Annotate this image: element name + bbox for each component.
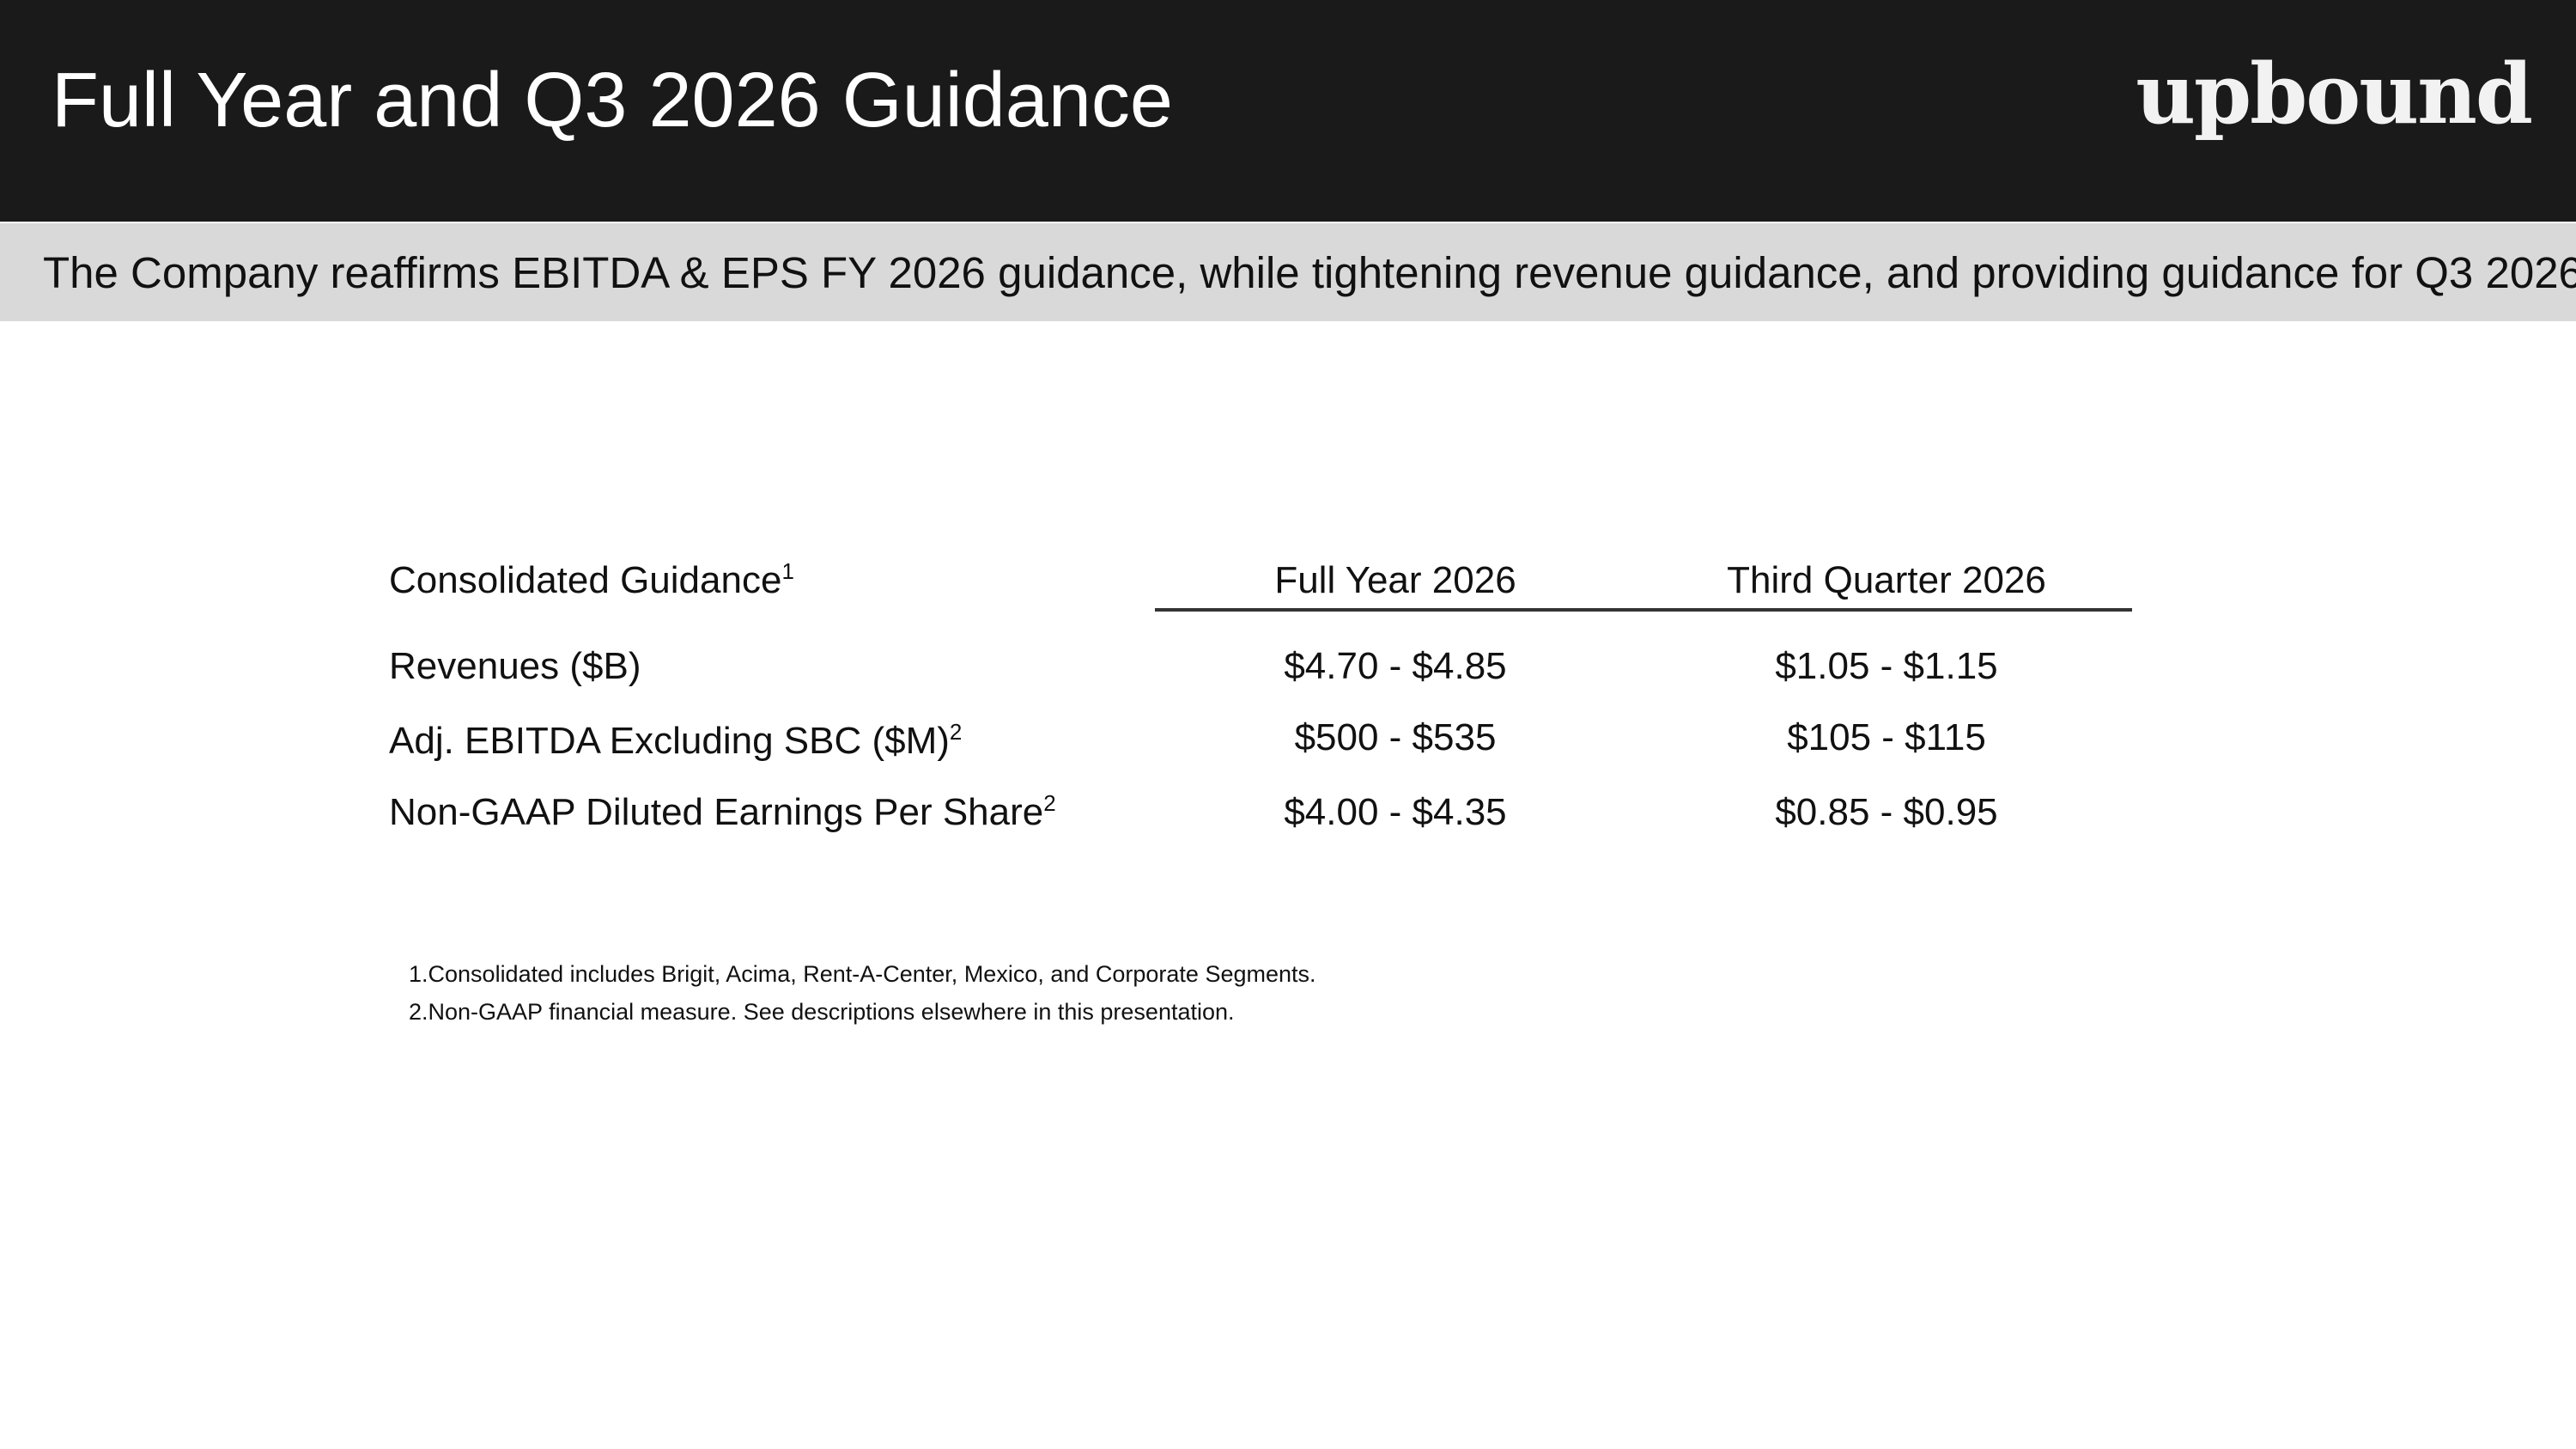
header-bar: Full Year and Q3 2026 Guidance upbound — [0, 0, 2576, 222]
table-label-header-text: Consolidated Guidance — [389, 559, 782, 601]
column-header-third-quarter: Third Quarter 2026 — [1727, 559, 2046, 601]
footnote-marker: 2 — [949, 719, 963, 745]
cell-eps-full-year: $4.00 - $4.35 — [1284, 791, 1507, 833]
cell-eps-q3: $0.85 - $0.95 — [1775, 791, 1998, 833]
table-label-header: Consolidated Guidance1 — [389, 558, 794, 603]
footnote-1: 1.Consolidated includes Brigit, Acima, R… — [409, 961, 1316, 987]
subheader-banner: The Company reaffirms EBITDA & EPS FY 20… — [0, 223, 2576, 321]
page-title: Full Year and Q3 2026 Guidance — [52, 58, 1173, 143]
row-label-eps: Non-GAAP Diluted Earnings Per Share2 — [389, 790, 1056, 835]
upbound-logo: upbound — [2136, 46, 2533, 143]
row-label-text: Adj. EBITDA Excluding SBC ($M) — [389, 720, 950, 762]
footnotes: 1.Consolidated includes Brigit, Acima, R… — [409, 955, 1316, 1031]
row-label-revenues: Revenues ($B) — [389, 644, 641, 689]
row-label-text: Non-GAAP Diluted Earnings Per Share — [389, 791, 1044, 833]
footnote-2: 2.Non-GAAP financial measure. See descri… — [409, 999, 1235, 1025]
column-header-rule — [1155, 608, 2132, 612]
cell-revenues-full-year: $4.70 - $4.85 — [1284, 645, 1507, 687]
footnote-marker: 2 — [1043, 790, 1056, 816]
column-header-full-year: Full Year 2026 — [1274, 559, 1516, 601]
footnote-marker: 1 — [781, 558, 794, 584]
row-label-adj-ebitda: Adj. EBITDA Excluding SBC ($M)2 — [389, 719, 962, 764]
cell-revenues-q3: $1.05 - $1.15 — [1775, 645, 1998, 687]
cell-ebitda-full-year: $500 - $535 — [1294, 716, 1497, 758]
cell-ebitda-q3: $105 - $115 — [1787, 716, 1986, 758]
subheader-text: The Company reaffirms EBITDA & EPS FY 20… — [43, 248, 2576, 297]
row-label-text: Revenues ($B) — [389, 645, 641, 687]
